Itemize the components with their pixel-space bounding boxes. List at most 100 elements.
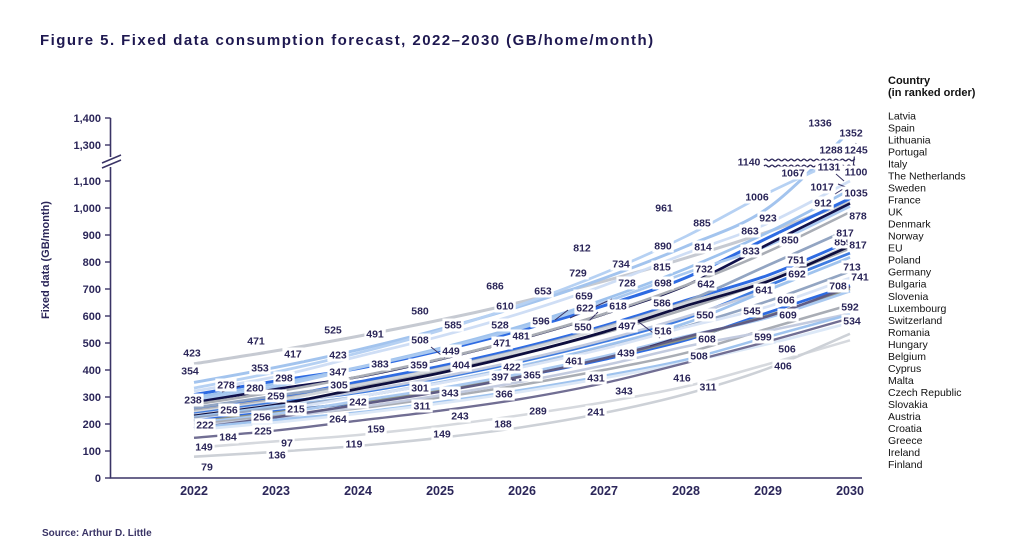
svg-text:300: 300 bbox=[83, 392, 101, 404]
svg-text:Finland: Finland bbox=[888, 459, 923, 471]
svg-text:366: 366 bbox=[495, 389, 513, 401]
svg-text:912: 912 bbox=[814, 198, 832, 210]
svg-text:525: 525 bbox=[324, 325, 342, 337]
svg-text:Slovenia: Slovenia bbox=[888, 291, 928, 303]
svg-text:159: 159 bbox=[367, 424, 385, 436]
svg-text:383: 383 bbox=[371, 359, 389, 371]
svg-text:545: 545 bbox=[743, 306, 761, 318]
svg-text:732: 732 bbox=[695, 264, 713, 276]
svg-text:298: 298 bbox=[275, 373, 293, 385]
svg-text:1006: 1006 bbox=[745, 192, 769, 204]
svg-text:2026: 2026 bbox=[508, 484, 536, 498]
svg-text:301: 301 bbox=[411, 383, 429, 395]
svg-text:885: 885 bbox=[693, 218, 711, 230]
svg-text:259: 259 bbox=[267, 391, 285, 403]
svg-text:365: 365 bbox=[523, 370, 541, 382]
svg-text:812: 812 bbox=[573, 243, 591, 255]
svg-text:Italy: Italy bbox=[888, 158, 908, 170]
svg-text:890: 890 bbox=[654, 241, 672, 253]
svg-text:622: 622 bbox=[576, 303, 594, 315]
svg-text:Source: Arthur D. Little: Source: Arthur D. Little bbox=[42, 528, 152, 539]
svg-text:471: 471 bbox=[247, 336, 265, 348]
svg-text:Germany: Germany bbox=[888, 267, 932, 279]
svg-text:2029: 2029 bbox=[754, 484, 782, 498]
svg-text:Denmark: Denmark bbox=[888, 219, 931, 231]
svg-text:741: 741 bbox=[851, 272, 869, 284]
svg-text:534: 534 bbox=[843, 316, 861, 328]
svg-text:1100: 1100 bbox=[845, 167, 868, 179]
svg-text:449: 449 bbox=[442, 346, 460, 358]
svg-text:878: 878 bbox=[849, 211, 867, 223]
svg-text:550: 550 bbox=[696, 310, 714, 322]
svg-text:238: 238 bbox=[184, 395, 202, 407]
svg-text:815: 815 bbox=[653, 262, 671, 274]
svg-text:585: 585 bbox=[444, 320, 462, 332]
svg-text:Belgium: Belgium bbox=[888, 351, 926, 363]
svg-text:256: 256 bbox=[220, 405, 238, 417]
svg-text:550: 550 bbox=[574, 322, 592, 334]
svg-text:1131: 1131 bbox=[818, 162, 841, 174]
svg-text:608: 608 bbox=[698, 334, 716, 346]
svg-text:610: 610 bbox=[496, 301, 514, 313]
svg-text:Czech Republic: Czech Republic bbox=[888, 387, 962, 399]
svg-text:1067: 1067 bbox=[781, 168, 805, 180]
svg-text:2024: 2024 bbox=[344, 484, 372, 498]
svg-text:817: 817 bbox=[849, 240, 867, 252]
svg-text:264: 264 bbox=[329, 414, 347, 426]
svg-text:508: 508 bbox=[411, 335, 429, 347]
svg-text:506: 506 bbox=[778, 344, 796, 356]
svg-text:833: 833 bbox=[742, 246, 760, 258]
svg-text:751: 751 bbox=[787, 255, 805, 267]
svg-text:225: 225 bbox=[254, 426, 272, 438]
svg-text:814: 814 bbox=[694, 242, 712, 254]
svg-text:1352: 1352 bbox=[839, 128, 863, 140]
svg-text:311: 311 bbox=[700, 382, 717, 394]
svg-text:698: 698 bbox=[654, 278, 672, 290]
svg-text:516: 516 bbox=[654, 326, 672, 338]
svg-text:UK: UK bbox=[888, 207, 903, 219]
svg-text:1,300: 1,300 bbox=[73, 140, 101, 152]
svg-text:Poland: Poland bbox=[888, 255, 921, 267]
svg-text:242: 242 bbox=[349, 397, 367, 409]
svg-text:400: 400 bbox=[83, 365, 101, 377]
svg-text:397: 397 bbox=[491, 372, 509, 384]
svg-text:256: 256 bbox=[253, 412, 271, 424]
svg-text:1035: 1035 bbox=[844, 188, 868, 200]
svg-text:528: 528 bbox=[491, 320, 509, 332]
svg-text:Norway: Norway bbox=[888, 231, 924, 243]
svg-text:343: 343 bbox=[615, 386, 633, 398]
svg-text:1,400: 1,400 bbox=[73, 113, 101, 125]
svg-text:596: 596 bbox=[532, 316, 550, 328]
svg-text:0: 0 bbox=[95, 473, 101, 485]
svg-text:2027: 2027 bbox=[590, 484, 618, 498]
svg-text:406: 406 bbox=[774, 361, 792, 373]
svg-text:222: 222 bbox=[196, 420, 214, 432]
svg-text:278: 278 bbox=[217, 380, 235, 392]
svg-text:200: 200 bbox=[83, 419, 101, 431]
svg-text:Sweden: Sweden bbox=[888, 183, 926, 195]
svg-text:500: 500 bbox=[83, 338, 101, 350]
svg-text:347: 347 bbox=[329, 367, 347, 379]
svg-text:923: 923 bbox=[759, 213, 777, 225]
svg-text:1,000: 1,000 bbox=[73, 203, 101, 215]
svg-text:1336: 1336 bbox=[808, 118, 832, 130]
svg-text:461: 461 bbox=[565, 356, 583, 368]
svg-text:188: 188 bbox=[494, 419, 512, 431]
svg-text:Ireland: Ireland bbox=[888, 447, 920, 459]
svg-text:817: 817 bbox=[836, 228, 854, 240]
svg-text:2028: 2028 bbox=[672, 484, 700, 498]
svg-text:2023: 2023 bbox=[262, 484, 290, 498]
svg-text:618: 618 bbox=[609, 301, 627, 313]
svg-text:280: 280 bbox=[246, 383, 264, 395]
svg-text:508: 508 bbox=[690, 351, 708, 363]
svg-text:900: 900 bbox=[83, 230, 101, 242]
svg-text:961: 961 bbox=[655, 203, 673, 215]
svg-text:609: 609 bbox=[779, 310, 797, 322]
svg-text:354: 354 bbox=[181, 366, 199, 378]
svg-text:850: 850 bbox=[781, 235, 799, 247]
svg-text:Country: Country bbox=[888, 75, 931, 87]
svg-text:100: 100 bbox=[83, 446, 101, 458]
svg-text:311: 311 bbox=[414, 401, 431, 413]
svg-text:1245: 1245 bbox=[844, 145, 868, 157]
svg-text:1288: 1288 bbox=[819, 145, 843, 157]
